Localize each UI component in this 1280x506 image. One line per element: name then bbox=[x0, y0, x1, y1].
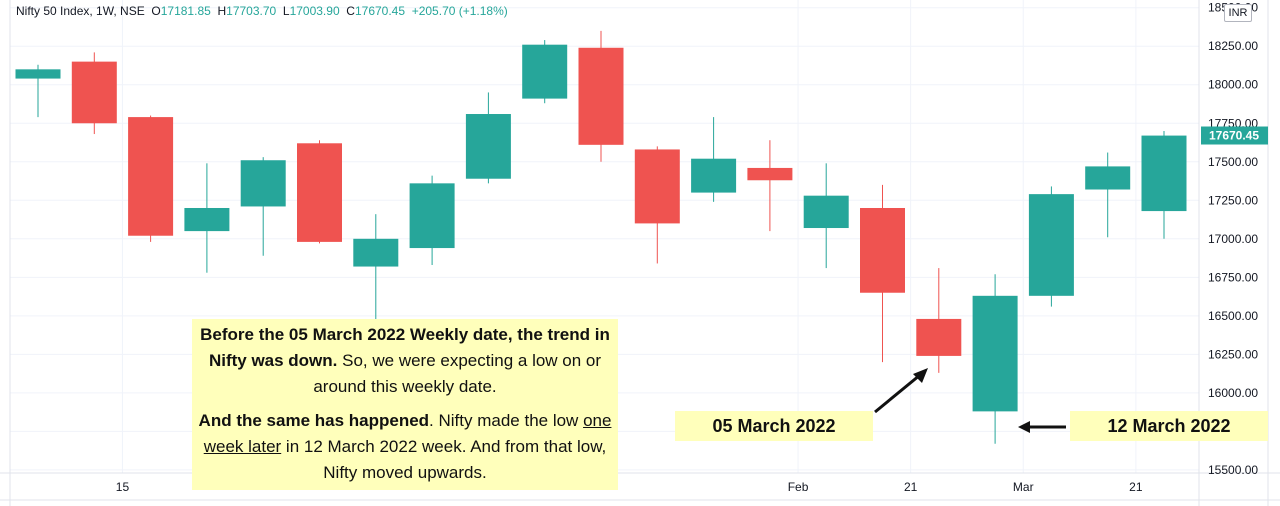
annotation-p1-bold: Before the 05 March 2022 Weekly date, th… bbox=[200, 325, 610, 370]
y-tick-label: 17000.00 bbox=[1208, 232, 1258, 246]
low-label: L bbox=[282, 4, 290, 18]
x-tick-label: Mar bbox=[1013, 480, 1034, 494]
low-value: 17003.90 bbox=[289, 4, 340, 18]
annotation-box: Before the 05 March 2022 Weekly date, th… bbox=[192, 319, 618, 490]
candle-body bbox=[184, 207, 230, 232]
last-price-tag bbox=[1201, 126, 1268, 145]
candle-body bbox=[747, 167, 793, 181]
symbol-title: Nifty 50 Index, 1W, NSE bbox=[16, 4, 145, 18]
change-value: +205.70 (+1.18%) bbox=[411, 4, 508, 18]
y-tick-label: 16000.00 bbox=[1208, 386, 1258, 400]
annotation-p2-bold: And the same has happened bbox=[198, 411, 430, 430]
callout-05-march: 05 March 2022 bbox=[675, 411, 873, 441]
currency-button[interactable]: INR bbox=[1224, 4, 1252, 22]
annotation-paragraph-1: Before the 05 March 2022 Weekly date, th… bbox=[192, 322, 618, 400]
candle-body bbox=[634, 149, 680, 224]
candle-body bbox=[860, 207, 905, 293]
high-value: 17703.70 bbox=[226, 4, 277, 18]
candle-body bbox=[1028, 194, 1074, 296]
candle-body bbox=[15, 69, 61, 79]
annotation-p2-b: in 12 March 2022 week. And from that low… bbox=[281, 437, 607, 482]
y-tick-label: 15500.00 bbox=[1208, 463, 1258, 477]
y-tick-label: 16750.00 bbox=[1208, 270, 1258, 284]
arrow-05-march-head bbox=[913, 368, 928, 383]
candle-body bbox=[297, 143, 342, 242]
y-tick-label: 16250.00 bbox=[1208, 347, 1258, 361]
open-label: O bbox=[151, 4, 161, 18]
arrow-05-march-line bbox=[874, 373, 921, 414]
y-tick-label: 17500.00 bbox=[1208, 155, 1258, 169]
open-value: 17181.85 bbox=[160, 4, 211, 18]
annotation-p2-underline: one week later bbox=[203, 411, 612, 456]
y-tick-label: 17250.00 bbox=[1208, 193, 1258, 207]
candle-body bbox=[522, 44, 568, 99]
annotation-p1-rest: So, we were expecting a low on or around… bbox=[313, 351, 602, 396]
candle-body bbox=[409, 183, 455, 249]
x-tick-label: 21 bbox=[1129, 480, 1143, 494]
candle-body bbox=[972, 295, 1018, 412]
candle-body bbox=[916, 318, 962, 356]
annotation-p2-a: . Nifty made the low bbox=[429, 411, 584, 430]
candle-body bbox=[1141, 135, 1187, 212]
annotation-paragraph-2: And the same has happened. Nifty made th… bbox=[192, 408, 618, 486]
close-label: C bbox=[346, 4, 355, 18]
y-tick-label: 16500.00 bbox=[1208, 309, 1258, 323]
candle-body bbox=[128, 117, 174, 236]
candle-body bbox=[1085, 166, 1131, 190]
symbol-legend: Nifty 50 Index, 1W, NSE O17181.85 H17703… bbox=[16, 4, 508, 18]
candle-body bbox=[353, 238, 399, 267]
candle-body bbox=[71, 61, 117, 124]
y-tick-label: 18000.00 bbox=[1208, 78, 1258, 92]
y-tick-label: 18250.00 bbox=[1208, 39, 1258, 53]
candle-body bbox=[240, 160, 286, 207]
x-tick-label: 15 bbox=[116, 480, 130, 494]
high-label: H bbox=[217, 4, 227, 18]
last-price-label: 17670.45 bbox=[1209, 129, 1259, 143]
candle-body bbox=[691, 158, 737, 193]
x-tick-label: Feb bbox=[788, 480, 809, 494]
candle-body bbox=[578, 47, 624, 145]
callout-12-march: 12 March 2022 bbox=[1070, 411, 1268, 441]
candle-body bbox=[803, 195, 849, 229]
arrow-12-march-head bbox=[1018, 421, 1030, 433]
x-tick-label: 21 bbox=[904, 480, 918, 494]
close-value: 17670.45 bbox=[354, 4, 406, 18]
candle-body bbox=[465, 114, 511, 179]
